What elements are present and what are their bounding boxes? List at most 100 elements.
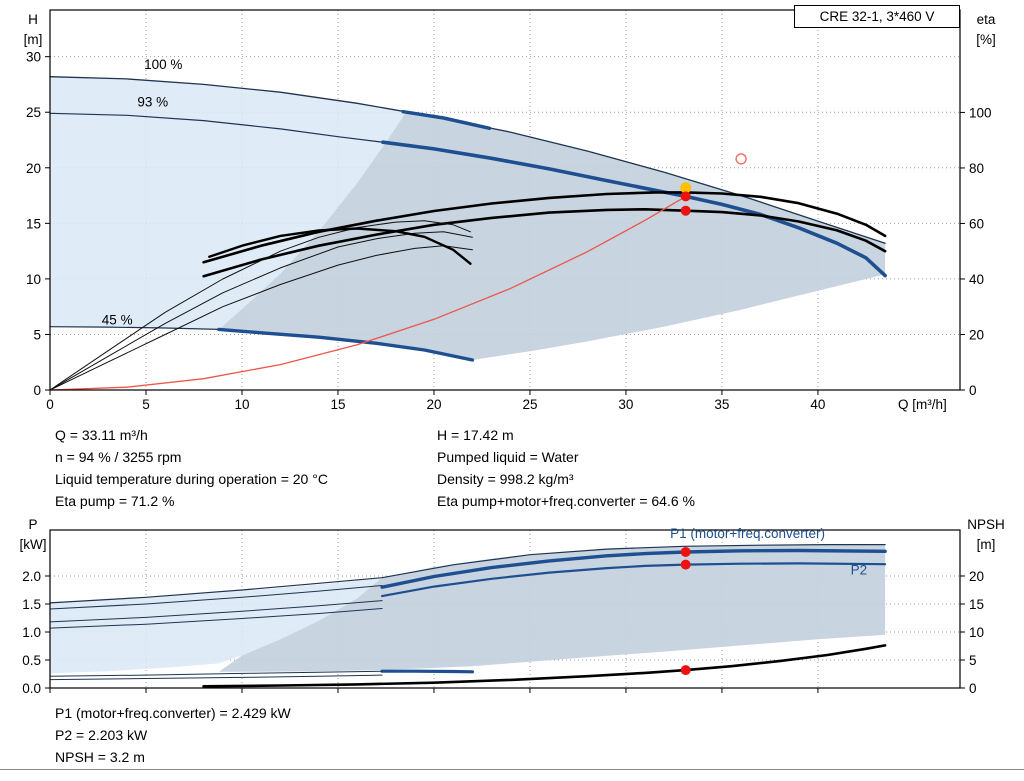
plot-frame <box>49 9 961 391</box>
eta-pump-curve <box>202 191 887 264</box>
x-tick-label: 20 <box>426 397 441 412</box>
info-speed: n = 94 % / 3255 rpm <box>55 449 182 465</box>
info-density: Density = 998.2 kg/m³ <box>437 471 574 487</box>
duty-point-h-dot <box>680 191 691 202</box>
label-p2: P2 <box>851 562 868 577</box>
p2-duty-dot <box>680 559 691 570</box>
eta-fan-2 <box>49 231 473 391</box>
y-right-tick-label: 5 <box>969 653 977 668</box>
info-liquid-temperature: Liquid temperature during operation = 20… <box>55 471 328 487</box>
y-right-axis-title: NPSH <box>967 517 1005 532</box>
min-speed-curve <box>217 327 475 362</box>
y-left-tick-label: 30 <box>26 50 41 65</box>
info-pumped-liquid: Pumped liquid = Water <box>437 449 579 465</box>
eta-fan-3 <box>49 245 473 391</box>
label-45pct: 45 % <box>102 312 133 327</box>
y-left-tick-label: 25 <box>26 105 41 120</box>
duty-point-halo <box>680 182 692 194</box>
y-left-tick-label: 0 <box>33 383 41 398</box>
operating-envelope <box>218 112 886 360</box>
p1-93-curve <box>49 585 383 610</box>
x-tick-label: 30 <box>618 397 633 412</box>
power-envelope <box>218 544 886 672</box>
speed-curve-45 <box>49 326 220 330</box>
y-right-tick-label: 10 <box>969 625 984 640</box>
y-left-axis-unit: [kW] <box>20 537 47 552</box>
speed-curve-93 <box>49 112 385 143</box>
p2-93-curve <box>49 608 383 629</box>
p1-duty-dot <box>680 547 691 557</box>
info-flow: Q = 33.11 m³/h <box>55 427 148 443</box>
y-left-axis-unit: [m] <box>24 32 43 47</box>
speed-curve-100-bold <box>401 109 492 131</box>
y-right-tick-label: 40 <box>969 272 984 287</box>
eta-current-curve <box>208 227 472 265</box>
y-right-tick-label: 80 <box>969 161 984 176</box>
x-tick-label: 15 <box>330 397 345 412</box>
y-right-tick-label: 100 <box>969 105 992 120</box>
info-npsh: NPSH = 3.2 m <box>55 749 145 765</box>
y-left-tick-label: 15 <box>26 216 41 231</box>
info-eta-pump: Eta pump = 71.2 % <box>55 493 175 509</box>
p1-current-curve <box>380 548 887 589</box>
info-p2: P2 = 2.203 kW <box>55 727 148 743</box>
y-left-tick-label: 1.5 <box>22 597 41 612</box>
power-region-light <box>50 577 383 674</box>
y-left-tick-label: 5 <box>33 327 41 342</box>
p-min-curve <box>380 669 474 674</box>
y-right-tick-label: 0 <box>969 383 977 398</box>
y-right-tick-label: 60 <box>969 216 984 231</box>
rated-duty-ring <box>735 153 747 165</box>
p2-100-curve <box>49 600 383 623</box>
y-left-tick-label: 1.0 <box>22 625 41 640</box>
y-left-axis-title: P <box>28 517 37 532</box>
y-right-tick-label: 0 <box>969 681 977 696</box>
p-low-1 <box>49 670 383 677</box>
y-left-axis-title: H <box>28 12 38 27</box>
info-head: H = 17.42 m <box>437 427 514 443</box>
x-axis-title: Q [m³/h] <box>898 397 947 412</box>
npsh-curve <box>202 644 887 688</box>
eta-fan-1 <box>49 220 471 391</box>
plot-frame <box>49 529 961 689</box>
y-right-tick-label: 20 <box>969 569 984 584</box>
eta-total-curve <box>202 208 887 278</box>
y-left-tick-label: 0.5 <box>22 653 41 668</box>
pump-model-label: CRE 32-1, 3*460 V <box>794 5 960 28</box>
y-left-tick-label: 10 <box>26 272 41 287</box>
y-left-tick-label: 20 <box>26 161 41 176</box>
x-tick-label: 0 <box>46 397 54 412</box>
y-right-tick-label: 20 <box>969 327 984 342</box>
y-right-axis-unit: [m] <box>977 537 996 552</box>
duty-info-right: H = 17.42 m Pumped liquid = Water Densit… <box>437 424 695 512</box>
y-left-tick-label: 0.0 <box>22 681 41 696</box>
control-curve <box>49 195 687 391</box>
operating-region-light <box>50 76 407 330</box>
duty-point-eta-dot <box>680 205 691 216</box>
power-npsh-chart: 0.0 0.5 1.0 1.5 2.0 0 5 10 15 20 P [kW] NPSH [m] P1 (m… <box>20 517 1005 696</box>
bottom-divider <box>0 769 1024 770</box>
info-eta-total: Eta pump+motor+freq.converter = 64.6 % <box>437 493 695 509</box>
y-right-axis-title: eta <box>977 12 996 27</box>
label-93pct: 93 % <box>137 95 168 110</box>
x-tick-label: 5 <box>142 397 150 412</box>
x-tick-label: 40 <box>810 397 825 412</box>
power-info-block: P1 (motor+freq.converter) = 2.429 kW P2 … <box>55 702 291 768</box>
p2-current-curve <box>381 562 887 598</box>
duty-info-block: Q = 33.11 m³/h n = 94 % / 3255 rpm Liqui… <box>0 424 1024 516</box>
y-right-axis-unit: [%] <box>976 32 996 47</box>
p1-100-curve <box>49 543 886 604</box>
x-tick-label: 25 <box>522 397 537 412</box>
y-right-tick-label: 15 <box>969 597 984 612</box>
label-p1: P1 (motor+freq.converter) <box>670 526 825 541</box>
x-tick-label: 10 <box>234 397 249 412</box>
y-left-tick-label: 2.0 <box>22 569 41 584</box>
x-tick-label: 35 <box>714 397 729 412</box>
info-p1: P1 (motor+freq.converter) = 2.429 kW <box>55 705 291 721</box>
hq-eta-chart: 0 5 10 15 20 25 30 35 40 0 5 10 15 20 25 30 0 20 40 60 80 100… <box>24 9 996 412</box>
p-low-2 <box>49 674 383 681</box>
label-100pct: 100 % <box>144 57 182 72</box>
npsh-duty-dot <box>680 665 691 676</box>
duty-info-left: Q = 33.11 m³/h n = 94 % / 3255 rpm Liqui… <box>55 424 328 512</box>
